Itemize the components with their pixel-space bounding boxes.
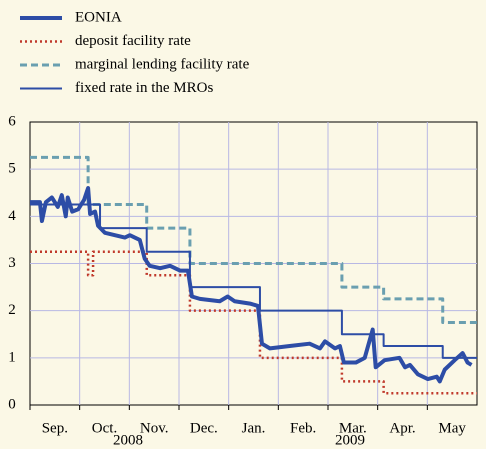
y-tick-label: 2 <box>8 302 16 318</box>
x-tick-label: Feb. <box>290 420 316 436</box>
y-tick-label: 5 <box>8 161 16 177</box>
legend-label: fixed rate in the MROs <box>75 80 213 96</box>
series-line <box>30 203 477 359</box>
x-tick-label: Jan. <box>242 420 266 436</box>
y-tick-label: 3 <box>8 255 16 271</box>
y-tick-label: 6 <box>8 113 16 129</box>
year-label: 2008 <box>113 432 143 448</box>
legend-label: deposit facility rate <box>75 33 191 49</box>
x-tick-label: Dec. <box>190 420 218 436</box>
y-tick-label: 1 <box>8 349 16 365</box>
x-tick-label: Sep. <box>42 420 68 436</box>
x-tick-label: May <box>438 420 466 436</box>
y-tick-label: 0 <box>8 396 16 412</box>
x-tick-label: Mar. <box>339 420 367 436</box>
year-label: 2009 <box>335 432 365 448</box>
legend-label: EONIA <box>75 9 122 25</box>
x-tick-label: Oct. <box>92 420 117 436</box>
series-line <box>30 186 473 384</box>
legend-label: marginal lending facility rate <box>75 56 250 72</box>
x-tick-label: Apr. <box>389 420 415 436</box>
x-tick-label: Nov. <box>140 420 169 436</box>
y-tick-label: 4 <box>8 208 16 224</box>
